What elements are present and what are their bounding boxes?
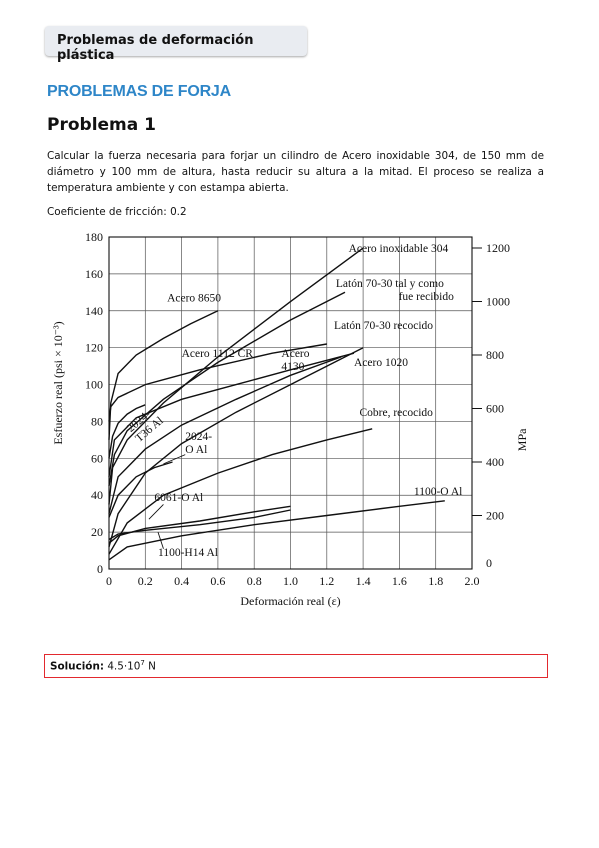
label-leader-line	[148, 504, 164, 520]
series-label-line: 4130	[281, 361, 304, 373]
series-line	[108, 247, 364, 505]
solution-value-exponent: 7	[140, 659, 145, 667]
solution-value-base: 4.5·10	[107, 660, 141, 673]
y-tick-label: 180	[85, 230, 103, 244]
series-line	[108, 404, 146, 459]
y2-tick-label: 800	[486, 348, 504, 362]
problem-title: Problema 1	[47, 115, 156, 135]
x-tick-label: 1.8	[428, 574, 443, 588]
y2-tick-label: 400	[486, 455, 504, 469]
chart-axes: 0 0.2 0.4 0.6 0.8 1.0 1.2 1.4 1.6 1.8 2.0 0 20 40 60 80…	[51, 230, 529, 608]
series-label: Acero 8650	[167, 293, 221, 305]
label-leader-line	[163, 454, 186, 465]
series-line	[108, 310, 219, 440]
section-title: PROBLEMAS DE FORJA	[47, 83, 231, 100]
chart-series	[108, 247, 445, 561]
series-label-line: Acero	[281, 348, 309, 360]
solution-value-unit: N	[144, 660, 156, 673]
y2-tick-label: 1200	[486, 241, 510, 255]
solution-box: Solución: 4.5·107 N	[44, 654, 548, 678]
series-label: Latón 70-30 tal y como fue recibido	[336, 278, 454, 303]
y2-tick-label: 200	[486, 508, 504, 522]
x-tick-label: 1.0	[283, 574, 298, 588]
series-line	[108, 291, 346, 487]
y-axis-title: Esfuerzo real (psi × 10⁻³)	[51, 321, 65, 444]
y2-tick-label: 0	[486, 556, 492, 570]
x-tick-label: 2.0	[465, 574, 480, 588]
series-line	[108, 356, 342, 514]
x-axis-title: Deformación real (ε)	[240, 594, 340, 608]
y-tick-label: 0	[97, 562, 103, 576]
solution-text: Solución: 4.5·107 N	[50, 659, 156, 672]
y2-axis-title: MPa	[515, 428, 529, 451]
series-label: 2024-O Al	[185, 431, 212, 456]
series-line	[108, 343, 327, 422]
y-tick-label: 100	[85, 378, 103, 392]
document-header-tab: Problemas de deformación plástica	[45, 26, 307, 63]
series-line	[108, 428, 373, 555]
series-label-line: 6061-O Al	[154, 492, 203, 504]
series-label-line: O Al	[185, 444, 207, 456]
series-label: Acero 1112 CR	[182, 348, 254, 360]
series-label-line: Latón 70-30 tal y como	[336, 278, 444, 290]
series-label: Acero 1020	[354, 357, 408, 369]
series-label: 1100-O Al	[414, 486, 462, 498]
series-label-line: Acero 1112 CR	[182, 348, 254, 360]
y-tick-label: 20	[91, 525, 103, 539]
series-line	[108, 352, 355, 477]
y2-tick-label: 600	[486, 401, 504, 415]
x-tick-label: 0.2	[138, 574, 153, 588]
series-label: Acero 4130	[281, 348, 309, 373]
x-tick-label: 0.4	[174, 574, 189, 588]
problem-statement: Calcular la fuerza necesaria para forjar…	[47, 150, 544, 194]
header-tab-label: Problemas de deformación plástica	[57, 33, 254, 63]
solution-label: Solución:	[50, 660, 104, 673]
x-tick-label: 1.4	[356, 574, 371, 588]
x-tick-label: 0	[106, 574, 112, 588]
x-tick-label: 0.8	[247, 574, 262, 588]
series-label-line: fue recibido	[399, 291, 454, 303]
series-label-line: 2024-	[185, 431, 212, 443]
series-label: Cobre, recocido	[359, 407, 433, 419]
x-tick-label: 1.6	[392, 574, 407, 588]
series-label: 6061-O Al	[154, 492, 203, 504]
series-line	[108, 500, 445, 561]
series-label-line: Acero 8650	[167, 293, 221, 305]
series-label-line: Latón 70-30 recocido	[334, 320, 433, 332]
series-line	[108, 347, 364, 548]
series-line	[108, 509, 291, 541]
series-label-line: Cobre, recocido	[359, 407, 433, 419]
y2-tick-label: 1000	[486, 294, 510, 308]
series-line	[108, 461, 173, 518]
series-label-line: Acero inoxidable 304	[349, 243, 449, 255]
y-tick-label: 60	[91, 451, 103, 465]
friction-coefficient: Coeficiente de fricción: 0.2	[47, 206, 187, 218]
y-tick-label: 140	[85, 304, 103, 318]
series-label-line: Acero 1020	[354, 357, 408, 369]
y-tick-label: 160	[85, 267, 103, 281]
stress-strain-chart: 0 0.2 0.4 0.6 0.8 1.0 1.2 1.4 1.6 1.8 2.0 0 20 40 60 80…	[51, 230, 529, 608]
y-tick-label: 80	[91, 414, 103, 428]
chart-labels: Acero inoxidable 304 Latón 70-30 tal y co…	[125, 243, 462, 559]
x-tick-label: 0.6	[210, 574, 225, 588]
plot-frame	[108, 236, 473, 570]
y-tick-label: 40	[91, 488, 103, 502]
series-label: Acero inoxidable 304	[349, 243, 449, 255]
x-tick-label: 1.2	[319, 574, 334, 588]
y-tick-label: 120	[85, 341, 103, 355]
series-label: Latón 70-30 recocido	[334, 320, 433, 332]
series-line	[108, 505, 291, 544]
series-label-line: 1100-O Al	[414, 486, 462, 498]
series-label-line: 1100-H14 Al	[158, 547, 218, 559]
label-leader-line	[157, 531, 164, 549]
series-label: 1100-H14 Al	[158, 547, 218, 559]
